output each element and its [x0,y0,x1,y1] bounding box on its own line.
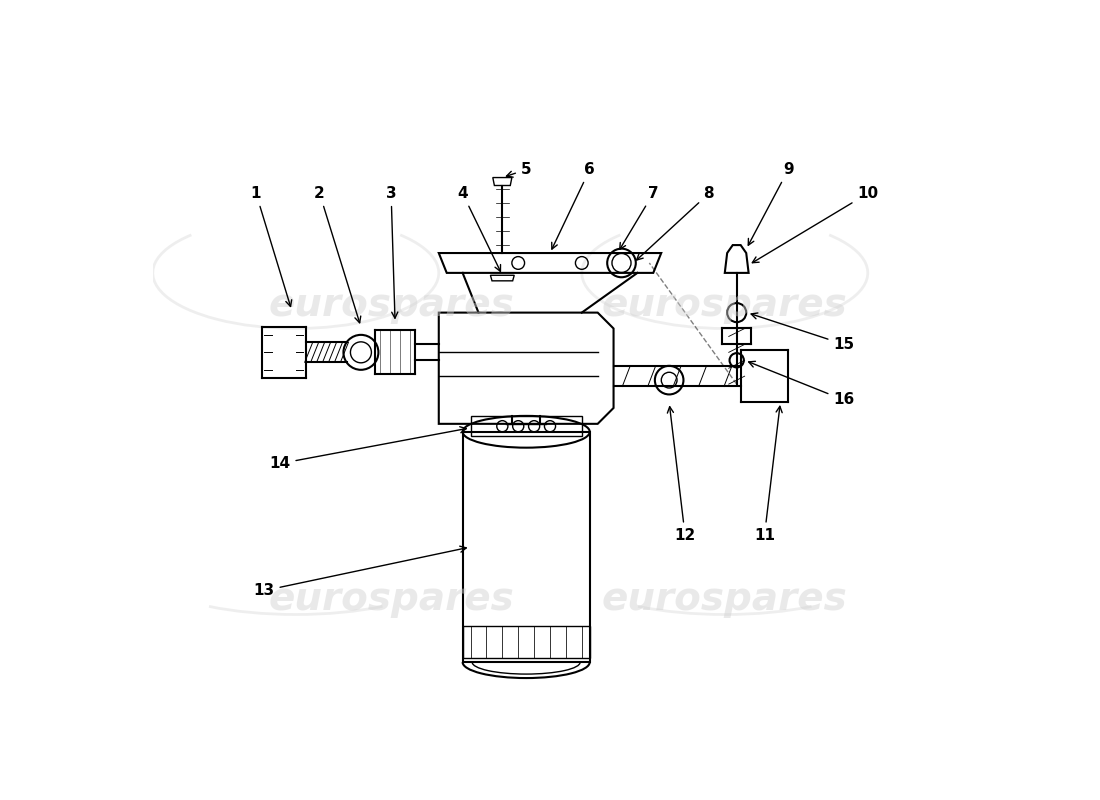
Text: 5: 5 [506,162,531,177]
Text: 4: 4 [458,186,500,271]
Text: 1: 1 [251,186,292,306]
Text: 3: 3 [386,186,398,318]
Text: 12: 12 [668,406,695,542]
Text: eurospares: eurospares [268,286,514,324]
Bar [463,432,590,662]
Text: 6: 6 [552,162,595,249]
Text: 9: 9 [748,162,793,246]
Bar [471,416,582,436]
Text: eurospares: eurospares [602,286,848,324]
Text: 11: 11 [754,406,782,542]
Text: 16: 16 [749,362,855,407]
Text: 10: 10 [752,186,878,262]
Bar [463,626,590,658]
Text: 7: 7 [619,186,659,250]
Text: 14: 14 [270,426,466,471]
Text: 13: 13 [253,546,466,598]
Text: eurospares: eurospares [268,580,514,618]
Text: 2: 2 [315,186,361,322]
Text: 8: 8 [637,186,714,260]
Text: 15: 15 [751,313,855,352]
Text: eurospares: eurospares [602,580,848,618]
